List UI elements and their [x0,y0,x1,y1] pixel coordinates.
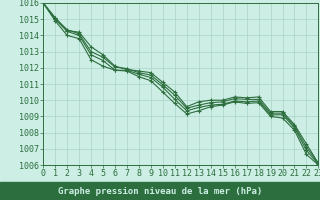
Text: Graphe pression niveau de la mer (hPa): Graphe pression niveau de la mer (hPa) [58,186,262,196]
